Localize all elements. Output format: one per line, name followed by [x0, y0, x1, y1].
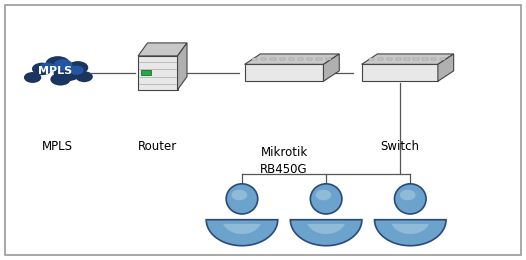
FancyBboxPatch shape: [5, 5, 521, 255]
Text: Switch: Switch: [380, 140, 419, 153]
Ellipse shape: [50, 73, 70, 86]
Ellipse shape: [24, 72, 41, 83]
Ellipse shape: [32, 63, 52, 75]
Bar: [289, 57, 294, 60]
Ellipse shape: [54, 59, 73, 71]
Bar: [252, 57, 257, 60]
Polygon shape: [138, 43, 187, 56]
Polygon shape: [206, 220, 278, 246]
Text: MPLS: MPLS: [43, 140, 73, 153]
Polygon shape: [362, 54, 453, 64]
Ellipse shape: [39, 63, 55, 73]
Bar: [413, 57, 419, 60]
Bar: [369, 57, 375, 60]
Bar: [326, 57, 331, 60]
Polygon shape: [362, 64, 438, 81]
Bar: [280, 57, 285, 60]
Bar: [141, 70, 151, 75]
Polygon shape: [438, 54, 453, 81]
Bar: [307, 57, 312, 60]
Ellipse shape: [394, 184, 426, 214]
Polygon shape: [391, 224, 429, 234]
Bar: [404, 57, 410, 60]
Ellipse shape: [76, 71, 93, 82]
Ellipse shape: [54, 64, 81, 81]
Ellipse shape: [231, 190, 247, 200]
Bar: [261, 57, 267, 60]
Ellipse shape: [316, 190, 331, 200]
Text: Mikrotik
RB450G: Mikrotik RB450G: [260, 146, 308, 176]
Polygon shape: [323, 54, 339, 81]
Ellipse shape: [400, 190, 416, 200]
Polygon shape: [177, 43, 187, 90]
Bar: [387, 57, 392, 60]
Bar: [317, 57, 322, 60]
Ellipse shape: [69, 66, 84, 75]
Text: Router: Router: [138, 140, 177, 153]
Bar: [396, 57, 401, 60]
Polygon shape: [307, 224, 345, 234]
Polygon shape: [138, 56, 177, 90]
Polygon shape: [375, 220, 446, 246]
Polygon shape: [245, 64, 323, 81]
Bar: [270, 57, 276, 60]
Ellipse shape: [67, 61, 88, 74]
Polygon shape: [245, 54, 339, 64]
Polygon shape: [290, 220, 362, 246]
Text: MPLS: MPLS: [38, 67, 72, 76]
Bar: [431, 57, 437, 60]
Bar: [440, 57, 445, 60]
Ellipse shape: [226, 184, 258, 214]
Bar: [298, 57, 303, 60]
Bar: [378, 57, 383, 60]
Bar: [422, 57, 428, 60]
Ellipse shape: [310, 184, 342, 214]
Polygon shape: [223, 224, 261, 234]
Ellipse shape: [46, 56, 70, 71]
